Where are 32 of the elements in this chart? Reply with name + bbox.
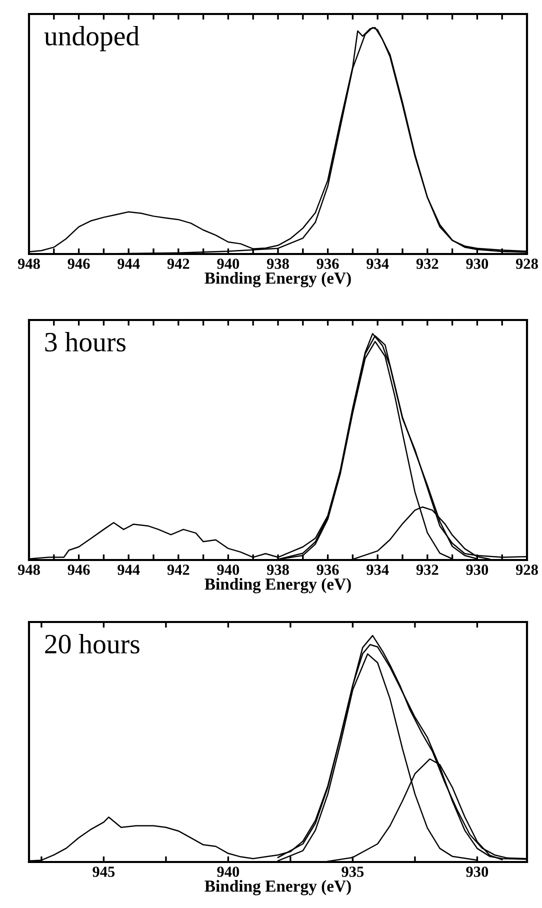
x-tick-label: 946 xyxy=(68,258,90,269)
x-tick-label: 930 xyxy=(466,866,488,877)
x-tick-label: 948 xyxy=(18,564,40,575)
x-tick-label: 942 xyxy=(167,564,190,575)
x-tick-label: 944 xyxy=(118,564,140,575)
chart-title: undoped xyxy=(44,26,140,52)
x-tick-label: 940 xyxy=(217,866,240,877)
x-tick-label: 944 xyxy=(118,258,140,269)
x-tick-label: 928 xyxy=(516,258,538,269)
x-tick-label: 936 xyxy=(316,258,339,269)
x-tick-label: 948 xyxy=(18,258,40,269)
x-tick-label: 940 xyxy=(217,258,240,269)
x-tick-label: 936 xyxy=(316,564,339,575)
x-tick-label: 934 xyxy=(366,564,389,575)
x-tick-label: 938 xyxy=(266,564,289,575)
x-tick-label: 938 xyxy=(266,258,289,269)
x-tick-label: 928 xyxy=(516,564,538,575)
x-tick-label: 932 xyxy=(416,564,438,575)
x-tick-label: 940 xyxy=(217,564,240,575)
x-tick-label: 945 xyxy=(92,866,115,877)
x-tick-label: 934 xyxy=(366,258,389,269)
x-axis-title: Binding Energy (eV) xyxy=(204,272,351,288)
x-tick-label: 942 xyxy=(167,258,190,269)
x-tick-label: 930 xyxy=(466,258,488,269)
x-tick-label: 930 xyxy=(466,564,488,575)
x-axis-title: Binding Energy (eV) xyxy=(204,880,351,896)
chart-title: 20 hours xyxy=(45,634,140,654)
x-tick-label: 946 xyxy=(68,564,90,575)
x-axis-title: Binding Energy (eV) xyxy=(204,578,351,594)
x-tick-label: 932 xyxy=(416,258,438,269)
chart-title: 3 hours xyxy=(45,332,126,352)
x-tick-label: 935 xyxy=(342,866,364,877)
